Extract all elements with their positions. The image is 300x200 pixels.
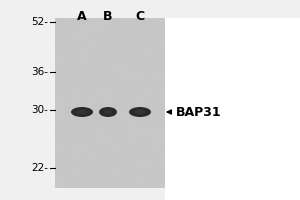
Text: C: C [135, 10, 145, 23]
Ellipse shape [134, 110, 146, 114]
Ellipse shape [76, 110, 88, 114]
Ellipse shape [129, 107, 151, 117]
Bar [0, 0, 300, 18]
Ellipse shape [99, 107, 117, 117]
Text: 30-: 30- [31, 105, 48, 115]
Text: 22-: 22- [31, 163, 48, 173]
Ellipse shape [71, 107, 93, 117]
Text: A: A [77, 10, 87, 23]
Text: B: B [103, 10, 113, 23]
Text: BAP31: BAP31 [176, 106, 222, 118]
Bar [55, 18, 165, 188]
Bar [165, 0, 300, 200]
Text: 36-: 36- [31, 67, 48, 77]
Ellipse shape [103, 110, 112, 114]
Text: 52-: 52- [31, 17, 48, 27]
